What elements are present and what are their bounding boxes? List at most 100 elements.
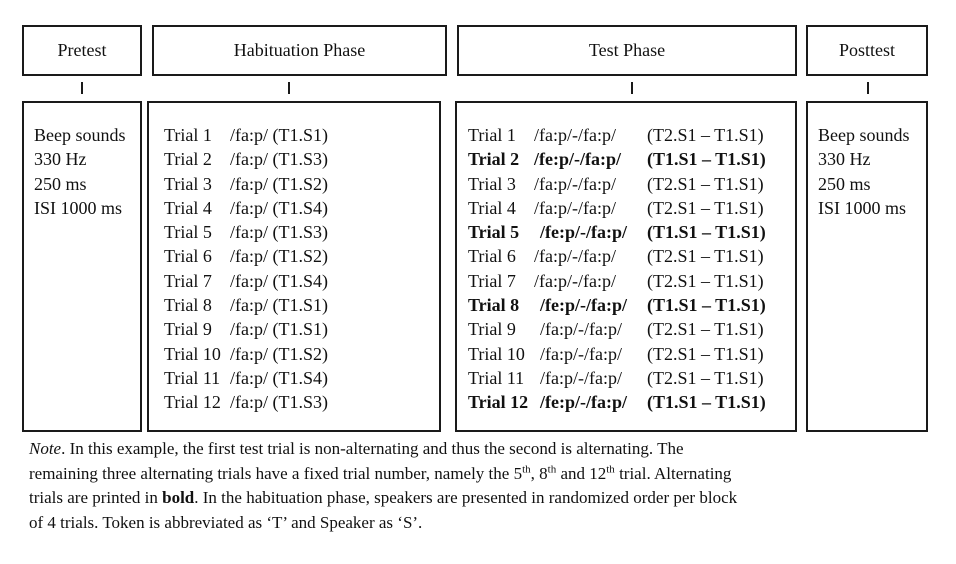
test-trial-row-alternating: Trial 2/fe:p/-/fa:p/ (T1.S1 – T1.S1) xyxy=(468,147,795,171)
trial-label: Trial 11 xyxy=(468,367,525,388)
pretest-header-label: Pretest xyxy=(57,40,107,60)
trial-label: Trial 7 xyxy=(468,270,516,291)
trial-tokens: (T2.S1 – T1.S1) xyxy=(647,197,764,218)
trial-stimulus: /fa:p/ (T1.S2) xyxy=(230,246,328,267)
test-header-label: Test Phase xyxy=(588,40,666,60)
pretest-header: Pretest xyxy=(22,25,142,76)
habituation-trial-row: Trial 5/fa:p/ (T1.S3) xyxy=(164,220,439,244)
habituation-header-label: Habituation Phase xyxy=(233,40,366,60)
trial-tokens: (T1.S1 – T1.S1) xyxy=(647,222,766,243)
habituation-trial-row: Trial 1/fa:p/ (T1.S1) xyxy=(164,123,439,147)
habituation-trial-row: Trial 11/fa:p/ (T1.S4) xyxy=(164,366,439,390)
habituation-trial-row: Trial 10/fa:p/ (T1.S2) xyxy=(164,342,439,366)
trial-label: Trial 10 xyxy=(468,343,525,364)
trial-stimulus: /fa:p/-/fa:p/ xyxy=(534,246,616,267)
trial-label: Trial 2 xyxy=(468,149,520,170)
trial-stimulus: /fe:p/-/fa:p/ xyxy=(540,295,627,316)
note-paragraph: Note. In this example, the first test tr… xyxy=(29,437,929,535)
pretest-panel: Beep sounds 330 Hz 250 ms ISI 1000 ms xyxy=(22,101,142,432)
trial-label: Trial 1 xyxy=(164,125,212,145)
test-trial-row: Trial 7/fa:p/-/fa:p/ (T2.S1 – T1.S1) xyxy=(468,269,795,293)
habituation-trial-row: Trial 8/fa:p/ (T1.S1) xyxy=(164,293,439,317)
note-line-2: remaining three alternating trials have … xyxy=(29,462,732,483)
habituation-trial-row: Trial 2/fa:p/ (T1.S3) xyxy=(164,147,439,171)
trial-label: Trial 12 xyxy=(164,392,221,413)
trial-label: Trial 10 xyxy=(164,343,221,364)
trial-label: Trial 9 xyxy=(468,319,516,340)
trial-label: Trial 8 xyxy=(468,295,520,316)
habituation-trial-row: Trial 4/fa:p/ (T1.S4) xyxy=(164,196,439,220)
trial-stimulus: /fa:p/ (T1.S1) xyxy=(230,295,328,316)
posttest-connector xyxy=(867,82,869,94)
habituation-trial-row: Trial 7/fa:p/ (T1.S4) xyxy=(164,269,439,293)
pretest-line: ISI 1000 ms xyxy=(34,197,123,218)
habituation-trial-row: Trial 3/fa:p/ (T1.S2) xyxy=(164,172,439,196)
trial-tokens: (T2.S1 – T1.S1) xyxy=(647,270,764,291)
posttest-panel: Beep sounds 330 Hz 250 ms ISI 1000 ms xyxy=(806,101,928,432)
trial-stimulus: /fa:p/ (T1.S3) xyxy=(230,149,328,170)
trial-tokens: (T2.S1 – T1.S1) xyxy=(647,343,764,364)
habituation-trial-row: Trial 12/fa:p/ (T1.S3) xyxy=(164,390,439,414)
posttest-line: 250 ms xyxy=(818,173,871,194)
posttest-line: Beep sounds xyxy=(818,125,910,145)
trial-stimulus: /fa:p/ (T1.S1) xyxy=(230,319,328,340)
trial-stimulus: /fa:p/ (T1.S1) xyxy=(230,125,328,145)
trial-label: Trial 6 xyxy=(468,246,516,267)
test-trial-row-alternating: Trial 8/fe:p/-/fa:p/ (T1.S1 – T1.S1) xyxy=(468,293,795,317)
trial-label: Trial 6 xyxy=(164,246,212,267)
trial-label: Trial 12 xyxy=(468,392,529,413)
posttest-line: ISI 1000 ms xyxy=(818,197,907,218)
habituation-header: Habituation Phase xyxy=(152,25,447,76)
trial-label: Trial 3 xyxy=(164,173,212,194)
trial-label: Trial 5 xyxy=(468,222,520,243)
trial-label: Trial 11 xyxy=(164,367,221,388)
trial-label: Trial 7 xyxy=(164,270,212,291)
trial-tokens: (T1.S1 – T1.S1) xyxy=(647,392,766,413)
trial-label: Trial 9 xyxy=(164,319,212,340)
habituation-trial-row: Trial 9/fa:p/ (T1.S1) xyxy=(164,317,439,341)
note-line-4: of 4 trials. Token is abbreviated as ‘T’… xyxy=(29,512,423,532)
trial-stimulus: /fa:p/-/fa:p/ xyxy=(534,173,616,194)
trial-stimulus: /fa:p/-/fa:p/ xyxy=(534,125,616,145)
posttest-header: Posttest xyxy=(806,25,928,76)
trial-label: Trial 4 xyxy=(164,197,212,218)
posttest-line: 330 Hz xyxy=(818,149,871,170)
habituation-panel: Trial 1/fa:p/ (T1.S1) Trial 2/fa:p/ (T1.S… xyxy=(147,101,441,432)
bold-word: bold xyxy=(162,488,195,507)
test-trial-row-alternating: Trial 12/fe:p/-/fa:p/ (T1.S1 – T1.S1) xyxy=(468,390,795,414)
trial-tokens: (T2.S1 – T1.S1) xyxy=(647,173,764,194)
test-trial-row: Trial 3/fa:p/-/fa:p/ (T2.S1 – T1.S1) xyxy=(468,172,795,196)
pretest-connector xyxy=(81,82,83,94)
trial-stimulus: /fa:p/-/fa:p/ xyxy=(540,367,622,388)
trial-stimulus: /fe:p/-/fa:p/ xyxy=(540,392,627,413)
pretest-line: 330 Hz xyxy=(34,149,87,170)
trial-stimulus: /fa:p/ (T1.S4) xyxy=(230,197,328,218)
posttest-header-label: Posttest xyxy=(838,40,895,60)
pretest-line: 250 ms xyxy=(34,173,87,194)
trial-tokens: (T2.S1 – T1.S1) xyxy=(647,246,764,267)
test-trial-row-alternating: Trial 5/fe:p/-/fa:p/ (T1.S1 – T1.S1) xyxy=(468,220,795,244)
trial-label: Trial 8 xyxy=(164,295,212,316)
trial-stimulus: /fa:p/ (T1.S4) xyxy=(230,270,328,291)
trial-tokens: (T2.S1 – T1.S1) xyxy=(647,125,764,145)
test-trial-row: Trial 1/fa:p/-/fa:p/ (T2.S1 – T1.S1) xyxy=(468,123,795,147)
trial-stimulus: /fa:p/-/fa:p/ xyxy=(540,319,622,340)
test-connector xyxy=(631,82,633,94)
trial-stimulus: /fe:p/-/fa:p/ xyxy=(534,149,621,170)
test-trial-row: Trial 11/fa:p/-/fa:p/ (T2.S1 – T1.S1) xyxy=(468,366,795,390)
note-line-1: Note. In this example, the first test tr… xyxy=(29,439,684,458)
habituation-trial-row: Trial 6/fa:p/ (T1.S2) xyxy=(164,244,439,268)
trial-label: Trial 5 xyxy=(164,222,212,243)
habituation-connector xyxy=(288,82,290,94)
test-trial-row: Trial 10/fa:p/-/fa:p/ (T2.S1 – T1.S1) xyxy=(468,342,795,366)
trial-label: Trial 2 xyxy=(164,149,212,170)
trial-stimulus: /fa:p/-/fa:p/ xyxy=(534,197,616,218)
trial-stimulus: /fa:p/-/fa:p/ xyxy=(540,343,622,364)
test-trial-row: Trial 9/fa:p/-/fa:p/ (T2.S1 – T1.S1) xyxy=(468,317,795,341)
trial-label: Trial 4 xyxy=(468,197,516,218)
test-trial-row: Trial 4/fa:p/-/fa:p/ (T2.S1 – T1.S1) xyxy=(468,196,795,220)
trial-tokens: (T2.S1 – T1.S1) xyxy=(647,319,764,340)
trial-stimulus: /fa:p/ (T1.S4) xyxy=(230,367,328,388)
trial-tokens: (T1.S1 – T1.S1) xyxy=(647,295,766,316)
trial-stimulus: /fa:p/-/fa:p/ xyxy=(534,270,616,291)
